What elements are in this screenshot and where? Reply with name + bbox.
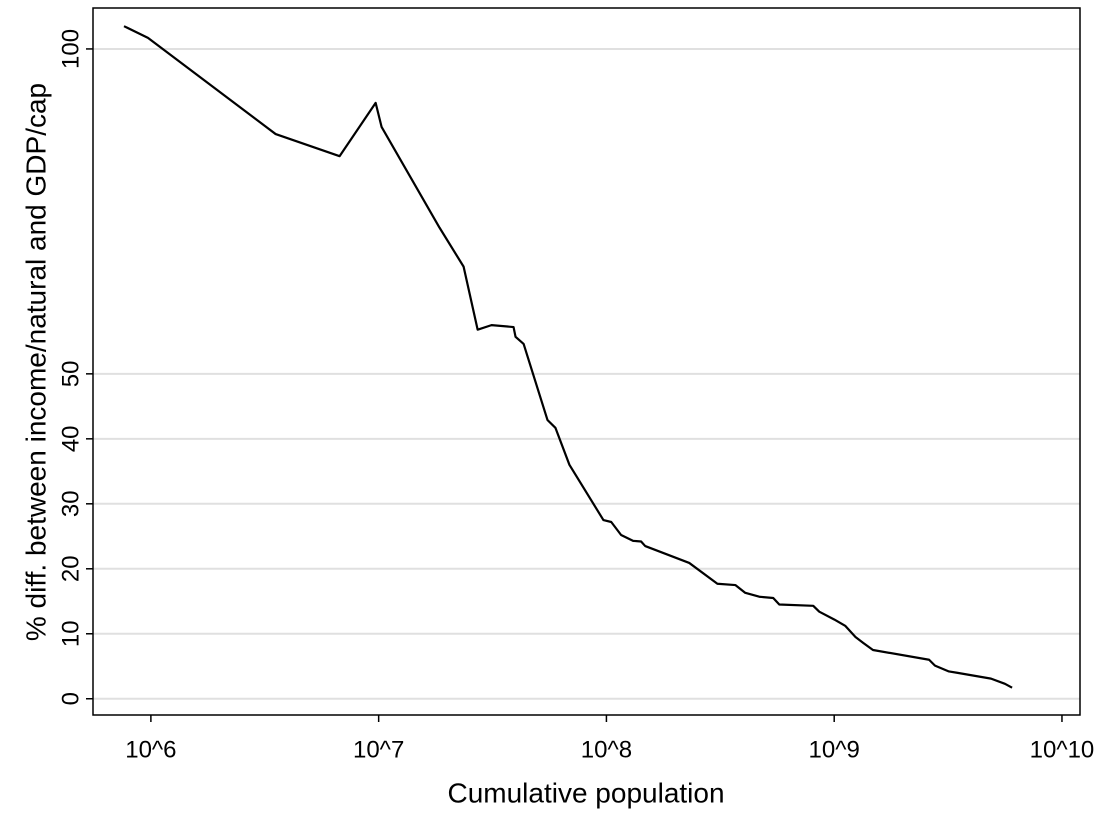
x-tick-label: 10^9 [809, 736, 860, 763]
y-tick-label: 20 [57, 555, 84, 582]
x-tick-label: 10^6 [125, 736, 176, 763]
y-tick-label: 0 [57, 692, 84, 705]
x-tick-label: 10^8 [581, 736, 632, 763]
x-axis-title: Cumulative population [447, 777, 724, 808]
data-line [123, 25, 1013, 689]
x-tick-label: 10^10 [1030, 736, 1095, 763]
y-tick-label: 100 [57, 29, 84, 69]
y-axis-title: % diff. between income/natural and GDP/c… [20, 83, 51, 641]
x-tick-label: 10^7 [353, 736, 404, 763]
y-tick-label: 50 [57, 360, 84, 387]
y-tick-label: 30 [57, 490, 84, 517]
y-tick-label: 10 [57, 620, 84, 647]
plot-frame [92, 7, 1081, 716]
y-tick-label: 40 [57, 425, 84, 452]
